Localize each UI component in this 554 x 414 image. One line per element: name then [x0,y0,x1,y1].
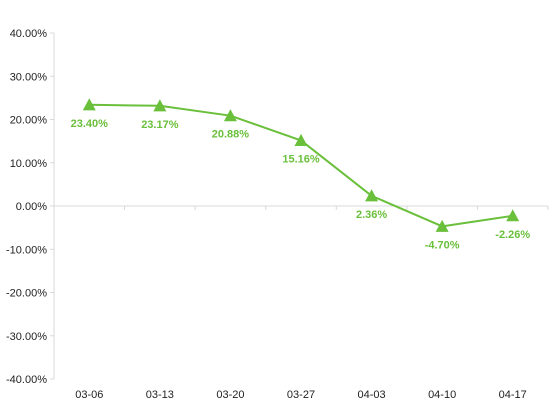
data-label: 2.36% [356,209,387,221]
y-tick-label: 40.00% [10,28,48,40]
y-tick-label: -20.00% [6,288,47,300]
x-tick-label: 03-20 [216,389,244,401]
y-tick-label: 0.00% [16,201,47,213]
y-axis: 40.00% 30.00% 20.00% 10.00% 0.00% -10.00% -20.… [6,28,55,386]
x-tick-label: 04-10 [428,389,456,401]
y-tick-label: -10.00% [6,244,47,256]
y-tick-label: -40.00% [6,374,47,386]
data-label: 20.88% [212,129,250,141]
data-label: -2.26% [495,229,530,241]
data-point-marker [365,189,379,202]
data-point-marker [435,219,449,232]
data-point-marker [153,99,167,112]
data-point-marker [294,133,308,146]
data-point-marker [506,209,520,222]
x-tick-label: 03-06 [75,389,103,401]
data-label: 23.40% [71,118,109,130]
data-point-marker [223,109,237,122]
data-point-marker [82,98,96,111]
plot-area: 23.40% 23.17% 20.88% 15.16% 2.36% -4.70% -2.26… [71,98,530,251]
x-tick-label: 03-13 [146,389,174,401]
y-tick-label: 20.00% [10,115,48,127]
data-label: -4.70% [425,239,460,251]
x-axis: 03-06 03-13 03-20 03-27 04-03 04-10 04-17 [53,205,549,401]
y-tick-label: -30.00% [6,331,47,343]
x-tick-label: 04-03 [358,389,386,401]
data-label: 23.17% [141,119,179,131]
x-tick-label: 04-17 [499,389,527,401]
y-tick-label: 30.00% [10,71,48,83]
y-tick-label: 10.00% [10,158,48,170]
data-label: 15.16% [282,153,320,165]
x-tick-label: 03-27 [287,389,315,401]
